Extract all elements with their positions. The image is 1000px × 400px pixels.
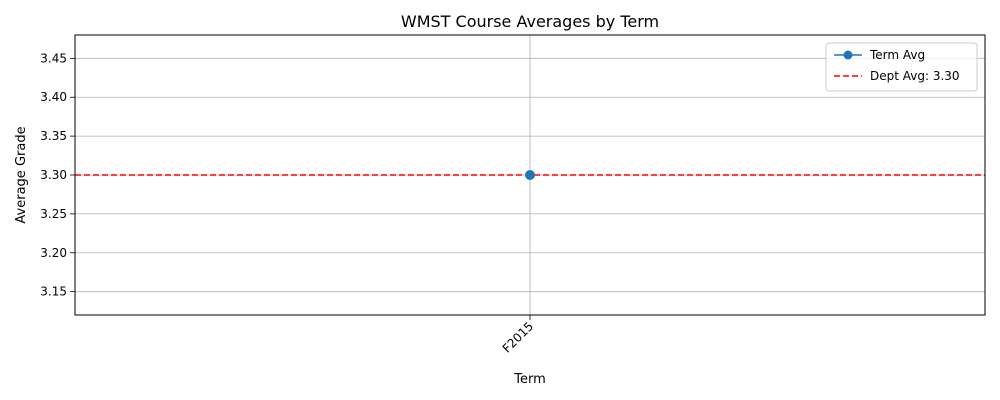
y-tick-label: 3.30 (40, 168, 67, 182)
y-tick-label: 3.35 (40, 129, 67, 143)
legend-marker-term-avg (843, 50, 853, 60)
series-layer (525, 170, 535, 180)
x-axis-label: Term (513, 372, 546, 387)
y-tick-label: 3.25 (40, 207, 67, 221)
x-tick-label: F2015 (500, 319, 536, 355)
term-avg-point (525, 170, 535, 180)
y-axis-label: Average Grade (14, 126, 29, 223)
x-axis: F2015 (500, 315, 536, 356)
y-tick-label: 3.20 (40, 246, 67, 260)
y-tick-label: 3.45 (40, 51, 67, 65)
chart-title: WMST Course Averages by Term (401, 12, 659, 31)
legend: Term Avg Dept Avg: 3.30 (825, 42, 978, 92)
legend-label-dept-avg: Dept Avg: 3.30 (870, 69, 960, 83)
y-tick-label: 3.15 (40, 285, 67, 299)
legend-box (825, 42, 978, 92)
legend-label-term-avg: Term Avg (869, 48, 925, 62)
y-tick-label: 3.40 (40, 90, 67, 104)
y-axis: 3.15 3.20 3.25 3.30 3.35 3.40 3.45 (40, 51, 75, 299)
grid (75, 35, 985, 315)
